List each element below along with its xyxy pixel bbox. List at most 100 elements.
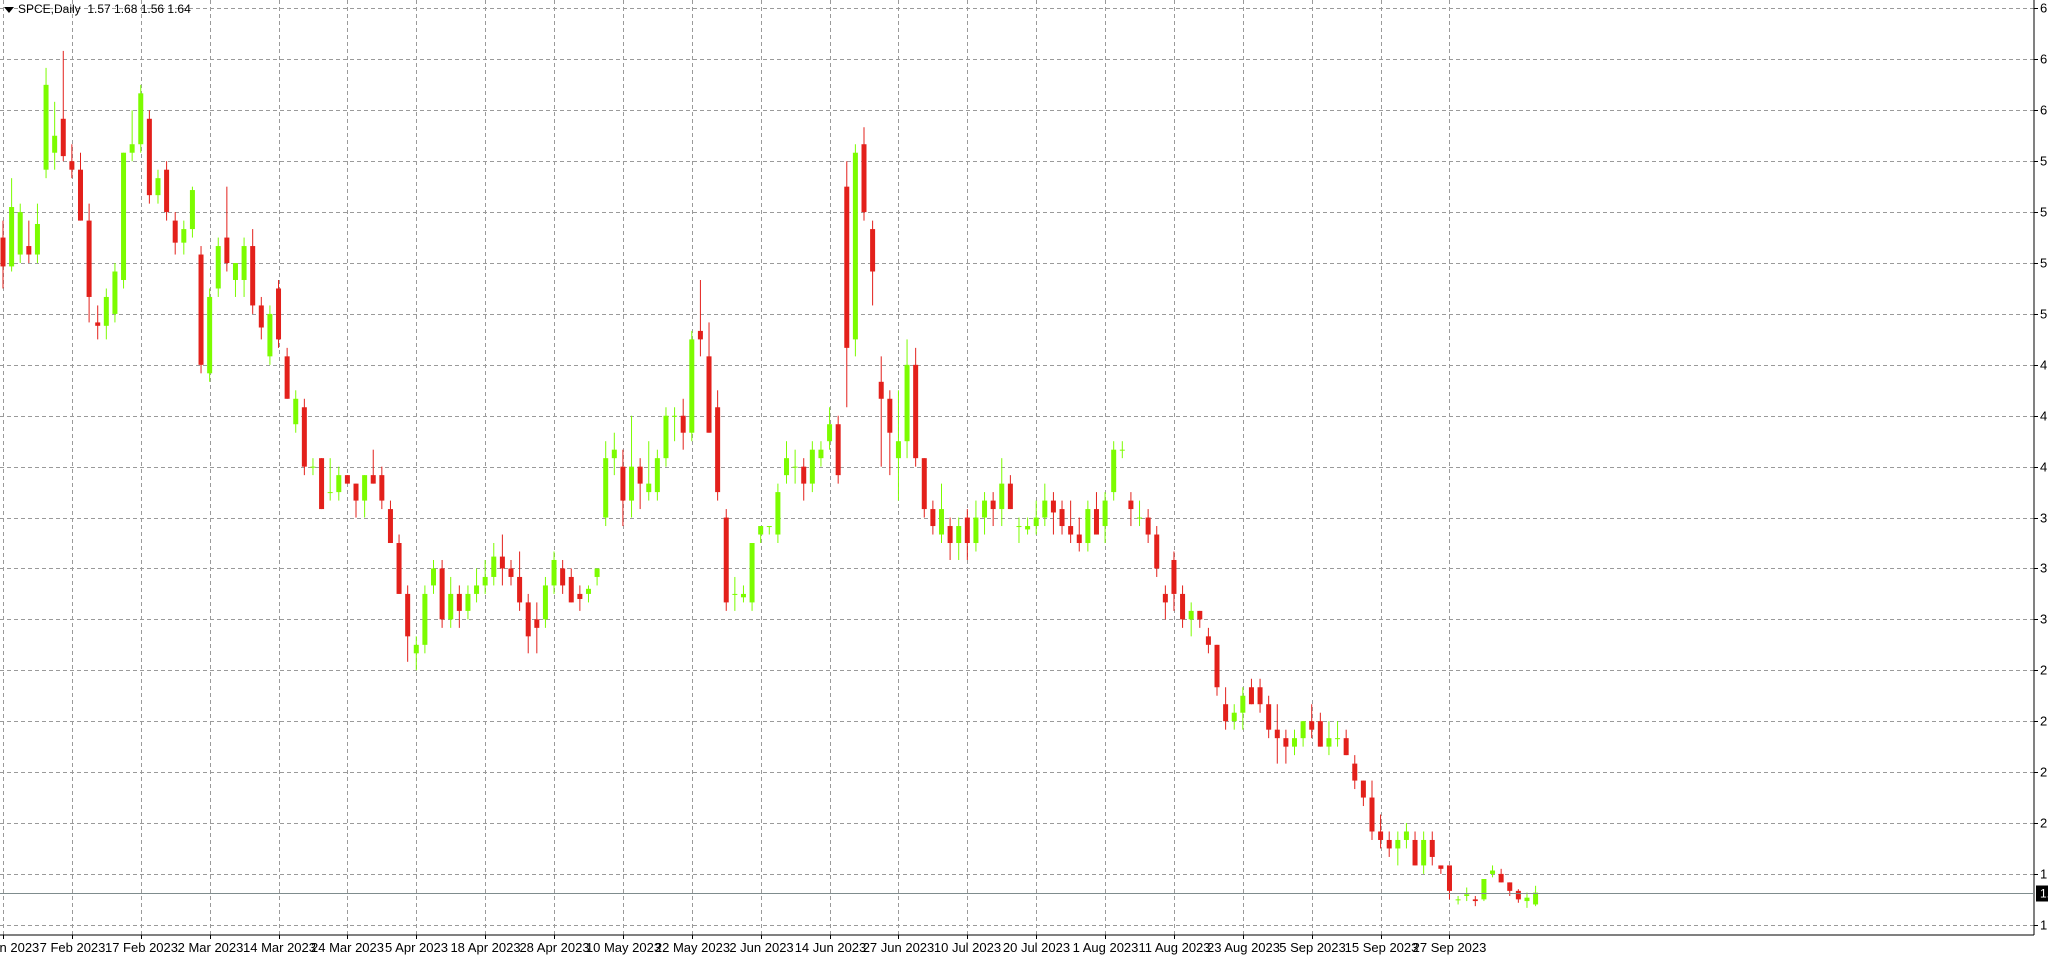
candle-body bbox=[1214, 644, 1220, 688]
candle bbox=[1076, 517, 1082, 552]
candle bbox=[60, 50, 66, 162]
candle bbox=[809, 441, 815, 493]
candle-body bbox=[448, 593, 454, 620]
candle bbox=[232, 263, 238, 297]
candle bbox=[1162, 585, 1168, 620]
x-tick-label: 10 Jul 2023 bbox=[934, 940, 1001, 955]
candle-body bbox=[517, 576, 523, 603]
candle-body bbox=[844, 186, 850, 348]
collapse-triangle-icon[interactable] bbox=[4, 6, 14, 13]
candle bbox=[560, 559, 566, 594]
candle bbox=[241, 237, 247, 297]
candle-body bbox=[456, 593, 462, 611]
last-price-badge: 1.64 bbox=[2036, 885, 2048, 902]
candle-body bbox=[1068, 526, 1074, 535]
candle-body bbox=[1429, 839, 1435, 857]
candle-body bbox=[870, 229, 876, 272]
candle bbox=[1412, 831, 1418, 866]
candle bbox=[1360, 780, 1366, 807]
candle bbox=[1145, 509, 1151, 544]
candle-body bbox=[52, 135, 58, 153]
candle bbox=[181, 220, 187, 255]
candle-body bbox=[758, 526, 764, 535]
candle bbox=[1378, 814, 1384, 849]
candle bbox=[603, 441, 609, 527]
candle-body bbox=[1395, 839, 1401, 849]
candle bbox=[1326, 721, 1332, 756]
candle-body bbox=[77, 169, 83, 221]
candle-body bbox=[1033, 517, 1039, 527]
candle-body bbox=[775, 492, 781, 535]
candle-body bbox=[1128, 500, 1134, 510]
candle-body bbox=[1490, 870, 1496, 874]
candle bbox=[1403, 823, 1409, 849]
candle-body bbox=[809, 449, 815, 484]
candle bbox=[585, 585, 591, 603]
candle bbox=[1446, 865, 1452, 900]
candle-body bbox=[379, 475, 385, 501]
x-tick-label: 26 Jan 2023 bbox=[0, 940, 39, 955]
candle bbox=[112, 263, 118, 323]
candle bbox=[1240, 687, 1246, 730]
candle-body bbox=[1352, 763, 1358, 781]
candle-body bbox=[913, 364, 919, 459]
candle bbox=[982, 492, 988, 535]
candle-body bbox=[749, 543, 755, 603]
candle bbox=[1033, 500, 1039, 535]
candle bbox=[250, 229, 256, 314]
candle bbox=[689, 330, 695, 442]
candle bbox=[362, 475, 368, 518]
candle bbox=[189, 186, 195, 238]
candle bbox=[1335, 721, 1341, 747]
candle-body bbox=[1292, 738, 1297, 747]
candle-body bbox=[861, 144, 867, 213]
candle-body bbox=[508, 568, 514, 577]
candle bbox=[827, 407, 833, 450]
candle-body bbox=[413, 644, 419, 654]
candle-body bbox=[439, 568, 445, 620]
candle bbox=[801, 458, 807, 501]
candle bbox=[482, 559, 488, 594]
candle-body bbox=[353, 483, 359, 501]
candle bbox=[301, 398, 307, 476]
candle bbox=[1343, 729, 1349, 756]
candle bbox=[870, 220, 876, 306]
y-tick-label: 3.25 bbox=[2040, 612, 2048, 627]
candle-body bbox=[715, 407, 721, 493]
candle-body bbox=[723, 517, 729, 603]
candle-body bbox=[594, 568, 600, 577]
candle bbox=[1352, 755, 1358, 790]
candle bbox=[852, 144, 858, 357]
candle-body bbox=[103, 296, 109, 326]
candle-body bbox=[542, 585, 548, 620]
candle-body bbox=[852, 152, 858, 340]
candle-body bbox=[999, 483, 1005, 510]
candle-body bbox=[1360, 780, 1366, 798]
candle bbox=[34, 203, 40, 264]
candle bbox=[439, 559, 445, 628]
x-tick-label: 17 Feb 2023 bbox=[105, 940, 178, 955]
candle-body bbox=[1378, 831, 1384, 840]
candle-body bbox=[198, 254, 204, 365]
candle-body bbox=[1369, 797, 1375, 832]
candle-body bbox=[232, 263, 238, 280]
candle bbox=[534, 602, 540, 654]
candle-body bbox=[568, 576, 574, 603]
candle-body bbox=[792, 466, 798, 468]
vertical-gridlines bbox=[3, 0, 1450, 935]
candle bbox=[1180, 585, 1186, 628]
candle-body bbox=[1180, 593, 1186, 620]
candle-body bbox=[362, 475, 368, 501]
candle-body bbox=[1102, 500, 1108, 527]
candle bbox=[1223, 687, 1229, 730]
candle-body bbox=[827, 424, 833, 442]
candle-body bbox=[112, 271, 118, 314]
x-tick-label: 15 Sep 2023 bbox=[1345, 940, 1419, 955]
candle bbox=[207, 288, 213, 382]
candle bbox=[95, 305, 101, 340]
candle bbox=[844, 161, 850, 408]
candle bbox=[542, 576, 548, 628]
candle-body bbox=[396, 543, 402, 594]
candle bbox=[663, 407, 669, 467]
candle-body bbox=[1205, 636, 1211, 645]
